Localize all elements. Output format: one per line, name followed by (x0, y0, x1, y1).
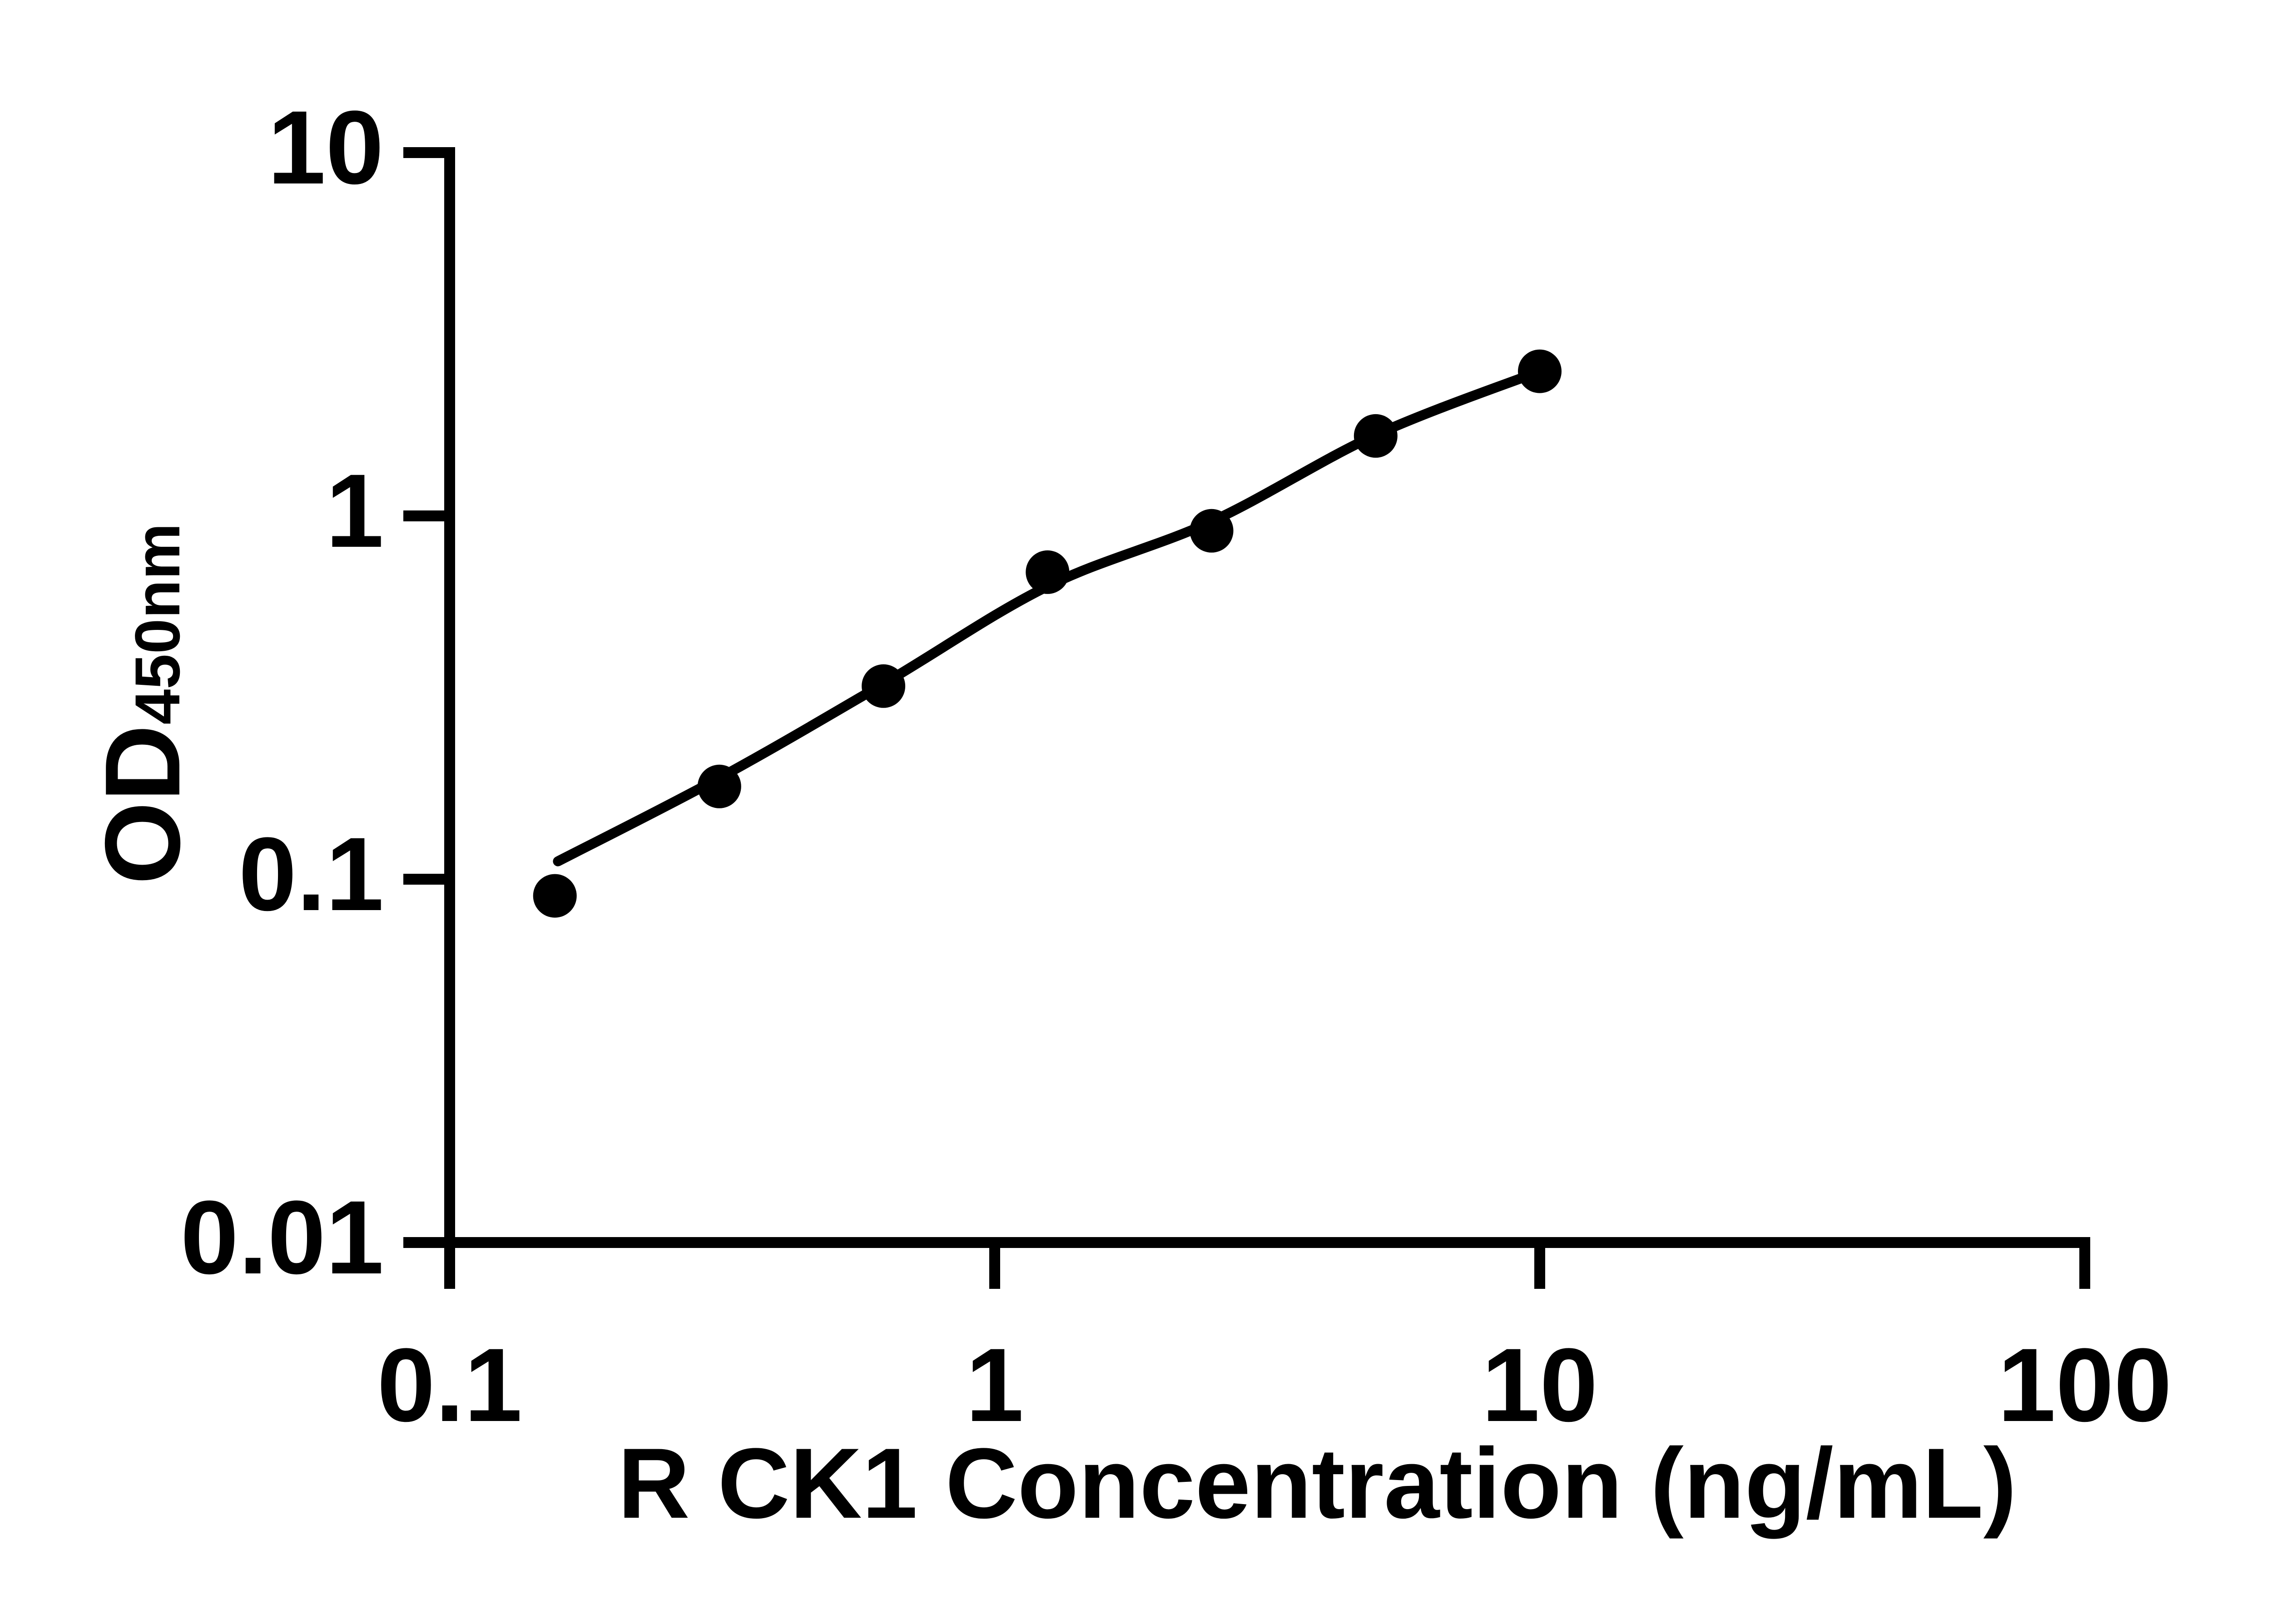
data-point (1518, 349, 1562, 393)
y-axis-title-sub: 450nm (121, 523, 193, 725)
data-point (697, 764, 741, 808)
y-axis-title-main: OD (82, 724, 202, 885)
x-tick-label: 0.1 (377, 1327, 522, 1443)
y-tick-label: 0.1 (238, 816, 384, 932)
data-point (1190, 509, 1234, 553)
x-axis-title: R CK1 Concentration (ng/mL) (618, 1427, 2017, 1539)
data-point (862, 664, 906, 708)
y-axis-title-text: OD450nm (81, 523, 204, 885)
data-point (1026, 550, 1070, 594)
y-tick-label: 0.01 (180, 1179, 384, 1296)
y-tick-label: 1 (326, 452, 384, 569)
x-tick-label: 100 (1998, 1327, 2172, 1443)
y-tick-label: 10 (268, 89, 384, 206)
data-point (533, 874, 577, 918)
x-tick-label: 10 (1482, 1327, 1598, 1443)
data-point (1354, 414, 1398, 458)
x-tick-label: 1 (966, 1327, 1024, 1443)
